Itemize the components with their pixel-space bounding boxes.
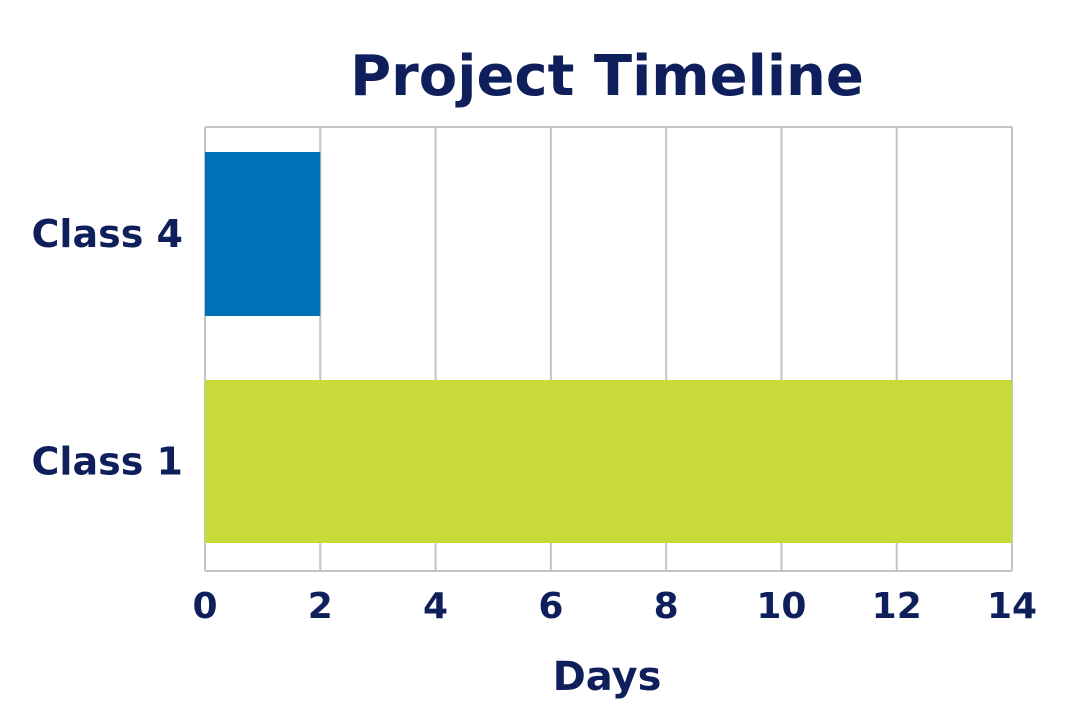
x-tick-label: 2 <box>308 586 333 627</box>
bars <box>205 152 1012 543</box>
x-tick-label: 10 <box>756 586 806 627</box>
x-axis-ticks: 0 2 4 6 8 10 12 14 <box>192 586 1037 627</box>
chart-title: Project Timeline <box>350 44 864 109</box>
y-category-label: Class 1 <box>32 440 183 484</box>
bar-class-4 <box>205 152 321 316</box>
x-axis-label: Days <box>553 654 662 700</box>
y-category-label: Class 4 <box>32 212 183 256</box>
x-tick-label: 4 <box>423 586 448 627</box>
x-tick-label: 8 <box>654 586 679 627</box>
x-tick-label: 0 <box>192 586 217 627</box>
x-tick-label: 6 <box>538 586 563 627</box>
x-tick-label: 14 <box>987 586 1037 627</box>
y-axis-labels: Class 4 Class 1 <box>32 212 183 484</box>
bar-class-1 <box>205 380 1012 543</box>
x-tick-label: 12 <box>872 586 922 627</box>
